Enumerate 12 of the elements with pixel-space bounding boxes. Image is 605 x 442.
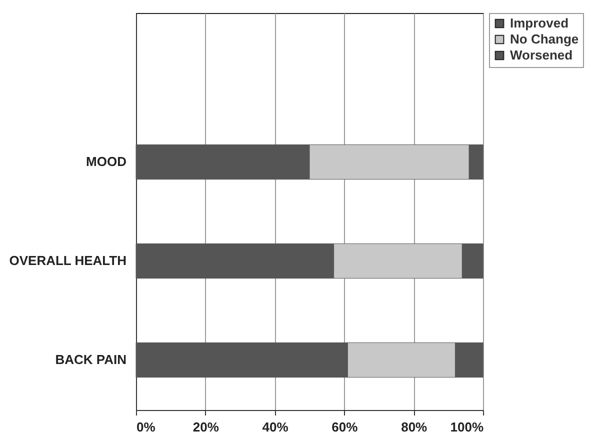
x-tick-label: 60% (332, 420, 358, 434)
y-tick-label: OVERALL HEALTH (9, 253, 126, 268)
legend-label: Improved (510, 16, 569, 30)
y-tick-label: BACK PAIN (55, 352, 126, 368)
legend-label: Worsened (510, 48, 573, 62)
x-tick-label: 100% (450, 420, 484, 434)
legend-label: No Change (510, 32, 579, 46)
x-tick-label: 80% (401, 420, 428, 434)
x-tick-label: 0% (136, 420, 156, 434)
y-tick-label: MOOD (86, 154, 126, 169)
x-tick-label: 20% (192, 420, 220, 434)
x-tick-label: 40% (262, 420, 289, 434)
